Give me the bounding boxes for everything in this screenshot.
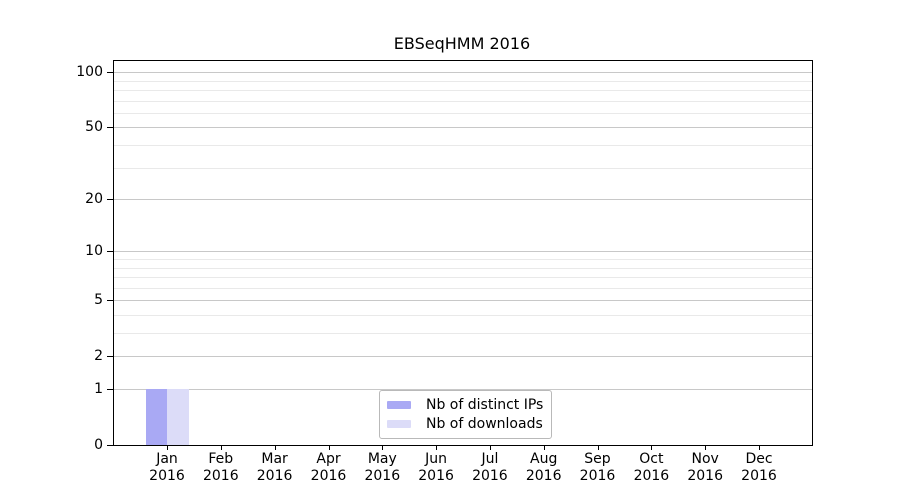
minor-gridline: [114, 80, 812, 82]
minor-gridline: [114, 100, 812, 102]
x-tick-year: 2016: [525, 468, 562, 484]
minor-gridline: [114, 287, 812, 289]
x-tick-month: Dec: [745, 451, 773, 467]
major-gridline: [114, 356, 812, 358]
x-tick-label: Feb 2016: [185, 451, 257, 485]
y-tick-label: 100: [76, 64, 103, 81]
minor-gridline: [114, 277, 812, 278]
x-tick-month: Sep: [584, 451, 611, 467]
y-tick-mark: [107, 389, 113, 390]
x-tick-label: Jun 2016: [400, 451, 472, 485]
legend: Nb of distinct IPs Nb of downloads: [379, 390, 553, 439]
major-gridline: [114, 300, 812, 302]
bar-distinct-ips: [145, 389, 167, 445]
x-tick-year: 2016: [256, 468, 293, 484]
y-tick-label: 2: [94, 348, 103, 365]
minor-gridline: [114, 333, 812, 334]
x-tick-mark: [167, 445, 168, 450]
x-tick-month: Mar: [261, 451, 288, 467]
minor-gridline: [114, 267, 812, 269]
minor-gridline: [114, 112, 812, 114]
x-tick-year: 2016: [472, 468, 508, 484]
minor-gridline: [114, 167, 812, 169]
y-tick-mark: [107, 445, 113, 446]
x-tick-month: Jun: [425, 451, 448, 467]
x-tick-mark: [220, 445, 222, 450]
plot-area: Nb of distinct IPs Nb of downloads: [113, 60, 813, 446]
minor-gridline: [114, 90, 812, 91]
x-tick-year: 2016: [310, 468, 347, 484]
y-tick-mark: [107, 72, 113, 74]
x-tick-year: 2016: [633, 468, 670, 484]
x-tick-mark: [651, 445, 653, 450]
x-tick-mark: [274, 445, 276, 450]
x-tick-year: 2016: [687, 468, 723, 484]
minor-gridline: [114, 145, 812, 146]
y-tick-label: 0: [94, 437, 103, 453]
x-tick-mark: [759, 445, 760, 450]
x-tick-month: Nov: [691, 451, 719, 467]
x-tick-label: Aug 2016: [508, 451, 580, 485]
x-tick-year: 2016: [202, 468, 239, 484]
x-tick-month: Oct: [639, 451, 664, 467]
x-tick-year: 2016: [418, 468, 454, 484]
major-gridline: [114, 389, 812, 390]
x-tick-month: Jan: [156, 451, 178, 467]
x-tick-mark: [328, 445, 330, 450]
x-tick-mark: [382, 445, 384, 450]
legend-label-distinct-ips: Nb of distinct IPs: [426, 397, 544, 413]
x-tick-month: May: [367, 451, 397, 467]
major-gridline: [114, 251, 812, 253]
x-tick-year: 2016: [579, 468, 616, 484]
x-tick-year: 2016: [364, 468, 401, 484]
minor-gridline: [114, 315, 812, 316]
x-tick-year: 2016: [741, 468, 777, 484]
major-gridline: [114, 127, 812, 129]
x-tick-label: Nov 2016: [669, 451, 741, 485]
x-tick-month: Feb: [208, 451, 234, 467]
y-tick-label: 50: [85, 119, 103, 136]
x-tick-label: Jan 2016: [131, 451, 203, 485]
x-tick-year: 2016: [149, 468, 185, 484]
y-tick-mark: [107, 251, 113, 253]
minor-gridline: [114, 259, 812, 260]
legend-swatch-downloads: [387, 420, 411, 428]
x-tick-label: Jul 2016: [454, 451, 526, 485]
x-tick-month: Apr: [316, 451, 341, 467]
x-tick-mark: [597, 445, 599, 450]
x-tick-label: Mar 2016: [239, 451, 311, 485]
x-tick-label: May 2016: [346, 451, 418, 485]
y-tick-label: 5: [94, 292, 103, 309]
major-gridline: [114, 199, 812, 201]
y-tick-label: 20: [85, 191, 103, 208]
y-tick-mark: [107, 300, 113, 302]
y-tick-mark: [107, 199, 113, 201]
x-tick-mark: [489, 445, 491, 450]
legend-label-downloads: Nb of downloads: [426, 416, 543, 432]
x-tick-mark: [705, 445, 707, 450]
y-tick-mark: [107, 127, 113, 129]
x-tick-month: Jul: [481, 451, 499, 467]
x-tick-label: Oct 2016: [615, 451, 687, 485]
x-tick-label: Apr 2016: [293, 451, 365, 485]
x-tick-mark: [436, 445, 438, 450]
x-tick-mark: [543, 445, 545, 450]
x-tick-month: Aug: [530, 451, 558, 467]
chart-title: EBSeqHMM 2016: [393, 34, 531, 53]
legend-item-downloads: Nb of downloads: [387, 417, 543, 431]
y-tick-label: 10: [85, 243, 103, 260]
legend-swatch-distinct-ips: [387, 401, 411, 409]
legend-item-distinct-ips: Nb of distinct IPs: [387, 398, 543, 412]
x-tick-label: Sep 2016: [562, 451, 634, 485]
y-tick-mark: [107, 356, 113, 358]
x-tick-label: Dec 2016: [723, 451, 795, 485]
bar-downloads: [167, 389, 189, 445]
y-tick-label: 1: [94, 381, 103, 397]
major-gridline: [114, 72, 812, 74]
